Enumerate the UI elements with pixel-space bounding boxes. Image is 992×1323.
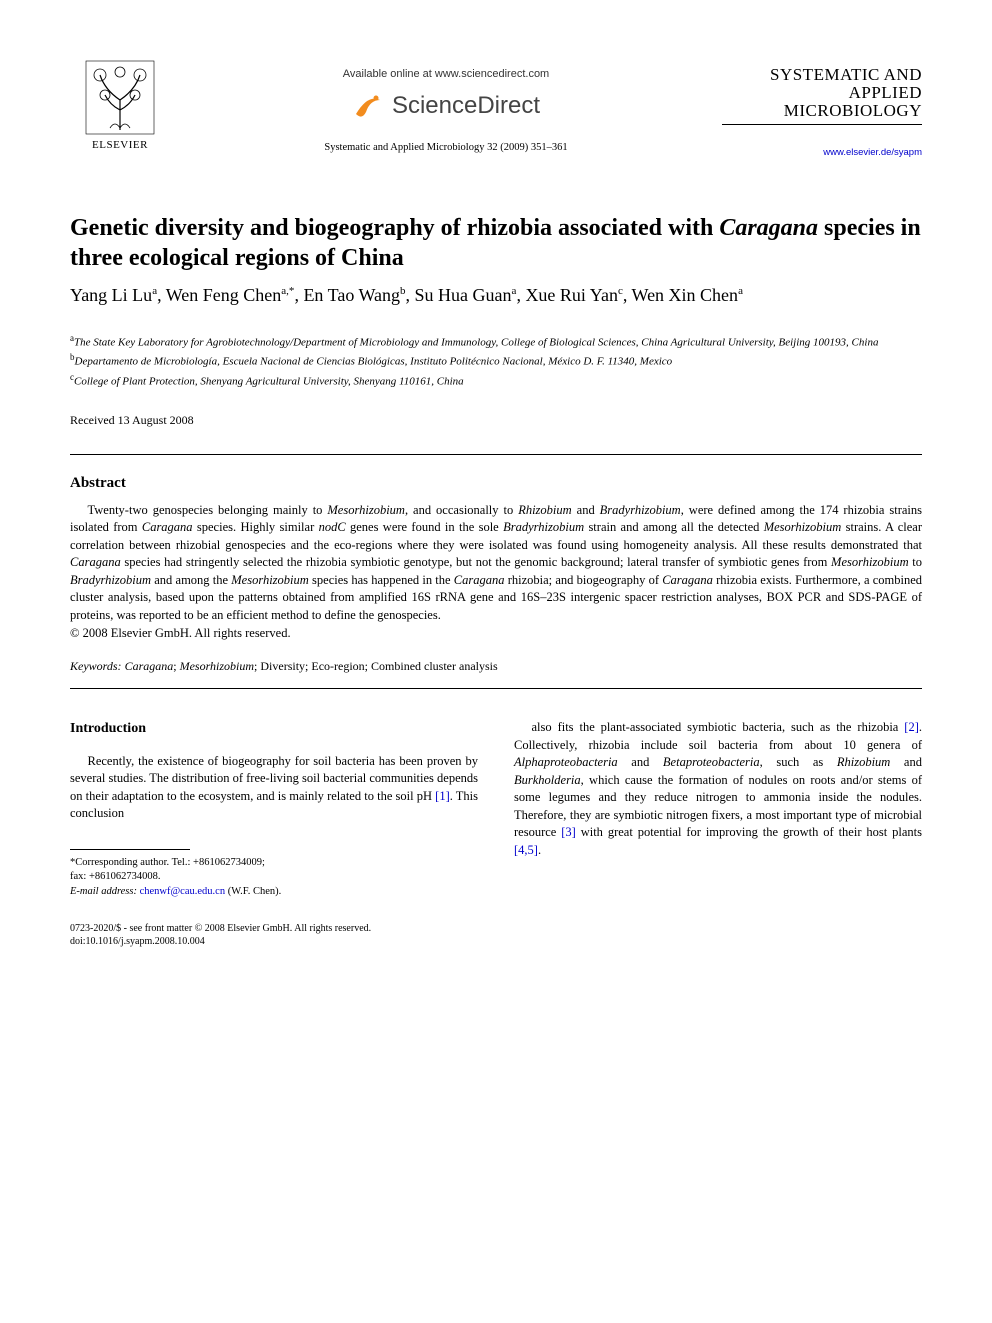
elsevier-tree-icon bbox=[85, 60, 155, 135]
email-line: E-mail address: chenwf@cau.edu.cn (W.F. … bbox=[70, 885, 478, 900]
corresponding-email[interactable]: chenwf@cau.edu.cn bbox=[140, 886, 225, 897]
intro-para-right: also fits the plant-associated symbiotic… bbox=[514, 719, 922, 859]
citation-line: Systematic and Applied Microbiology 32 (… bbox=[170, 142, 722, 153]
available-online-text: Available online at www.sciencedirect.co… bbox=[170, 68, 722, 80]
journal-name-line1: SYSTEMATIC AND bbox=[770, 65, 922, 84]
keywords-label: Keywords: bbox=[70, 659, 122, 673]
journal-url[interactable]: www.elsevier.de/syapm bbox=[722, 147, 922, 158]
email-label: E-mail address: bbox=[70, 886, 137, 897]
sciencedirect-logo-row: ScienceDirect bbox=[170, 90, 722, 122]
journal-name-block: SYSTEMATIC AND APPLIED MICROBIOLOGY www.… bbox=[722, 60, 922, 158]
intro-para-left: Recently, the existence of biogeography … bbox=[70, 753, 478, 823]
abstract-heading: Abstract bbox=[70, 475, 922, 492]
body-columns: Introduction Recently, the existence of … bbox=[70, 719, 922, 900]
keywords-list: Caragana; Mesorhizobium; Diversity; Eco-… bbox=[125, 659, 498, 673]
introduction-heading: Introduction bbox=[70, 719, 478, 739]
sciencedirect-swoosh-icon bbox=[352, 90, 384, 122]
doi-line: doi:10.1016/j.syapm.2008.10.004 bbox=[70, 935, 922, 949]
abstract-copyright: © 2008 Elsevier GmbH. All rights reserve… bbox=[70, 626, 922, 641]
affiliation-a: aThe State Key Laboratory for Agrobiotec… bbox=[70, 332, 922, 352]
abstract-body: Twenty-two genospecies belonging mainly … bbox=[70, 502, 922, 625]
abstract-bottom-rule bbox=[70, 688, 922, 689]
abstract-section: Abstract Twenty-two genospecies belongin… bbox=[70, 475, 922, 675]
front-matter-line: 0723-2020/$ - see front matter © 2008 El… bbox=[70, 922, 922, 936]
affiliation-c: cCollege of Plant Protection, Shenyang A… bbox=[70, 371, 922, 391]
journal-name-line2: APPLIED MICROBIOLOGY bbox=[784, 83, 922, 120]
received-date: Received 13 August 2008 bbox=[70, 413, 922, 428]
publisher-name: ELSEVIER bbox=[92, 139, 148, 151]
footnote-separator bbox=[70, 849, 190, 850]
front-matter-block: 0723-2020/$ - see front matter © 2008 El… bbox=[70, 922, 922, 949]
affiliations: aThe State Key Laboratory for Agrobiotec… bbox=[70, 332, 922, 391]
left-column: Introduction Recently, the existence of … bbox=[70, 719, 478, 900]
journal-name: SYSTEMATIC AND APPLIED MICROBIOLOGY bbox=[722, 66, 922, 120]
journal-underline bbox=[722, 124, 922, 125]
right-column: also fits the plant-associated symbiotic… bbox=[514, 719, 922, 900]
title-block: Genetic diversity and biogeography of rh… bbox=[70, 213, 922, 428]
abstract-top-rule bbox=[70, 454, 922, 455]
paper-title: Genetic diversity and biogeography of rh… bbox=[70, 213, 922, 273]
affiliation-b: bDepartamento de Microbiología, Escuela … bbox=[70, 351, 922, 371]
header-center: Available online at www.sciencedirect.co… bbox=[170, 60, 722, 153]
keywords-block: Keywords: Caragana; Mesorhizobium; Diver… bbox=[70, 659, 922, 674]
footnotes: *Corresponding author. Tel.: +8610627340… bbox=[70, 856, 478, 900]
author-list: Yang Li Lua, Wen Feng Chena,*, En Tao Wa… bbox=[70, 283, 922, 308]
publisher-logo-block: ELSEVIER bbox=[70, 60, 170, 151]
email-attribution: (W.F. Chen). bbox=[228, 886, 282, 897]
corresponding-author-line: *Corresponding author. Tel.: +8610627340… bbox=[70, 856, 478, 871]
sciencedirect-wordmark: ScienceDirect bbox=[392, 92, 540, 120]
page-header: ELSEVIER Available online at www.science… bbox=[70, 60, 922, 158]
fax-line: fax: +861062734008. bbox=[70, 870, 478, 885]
